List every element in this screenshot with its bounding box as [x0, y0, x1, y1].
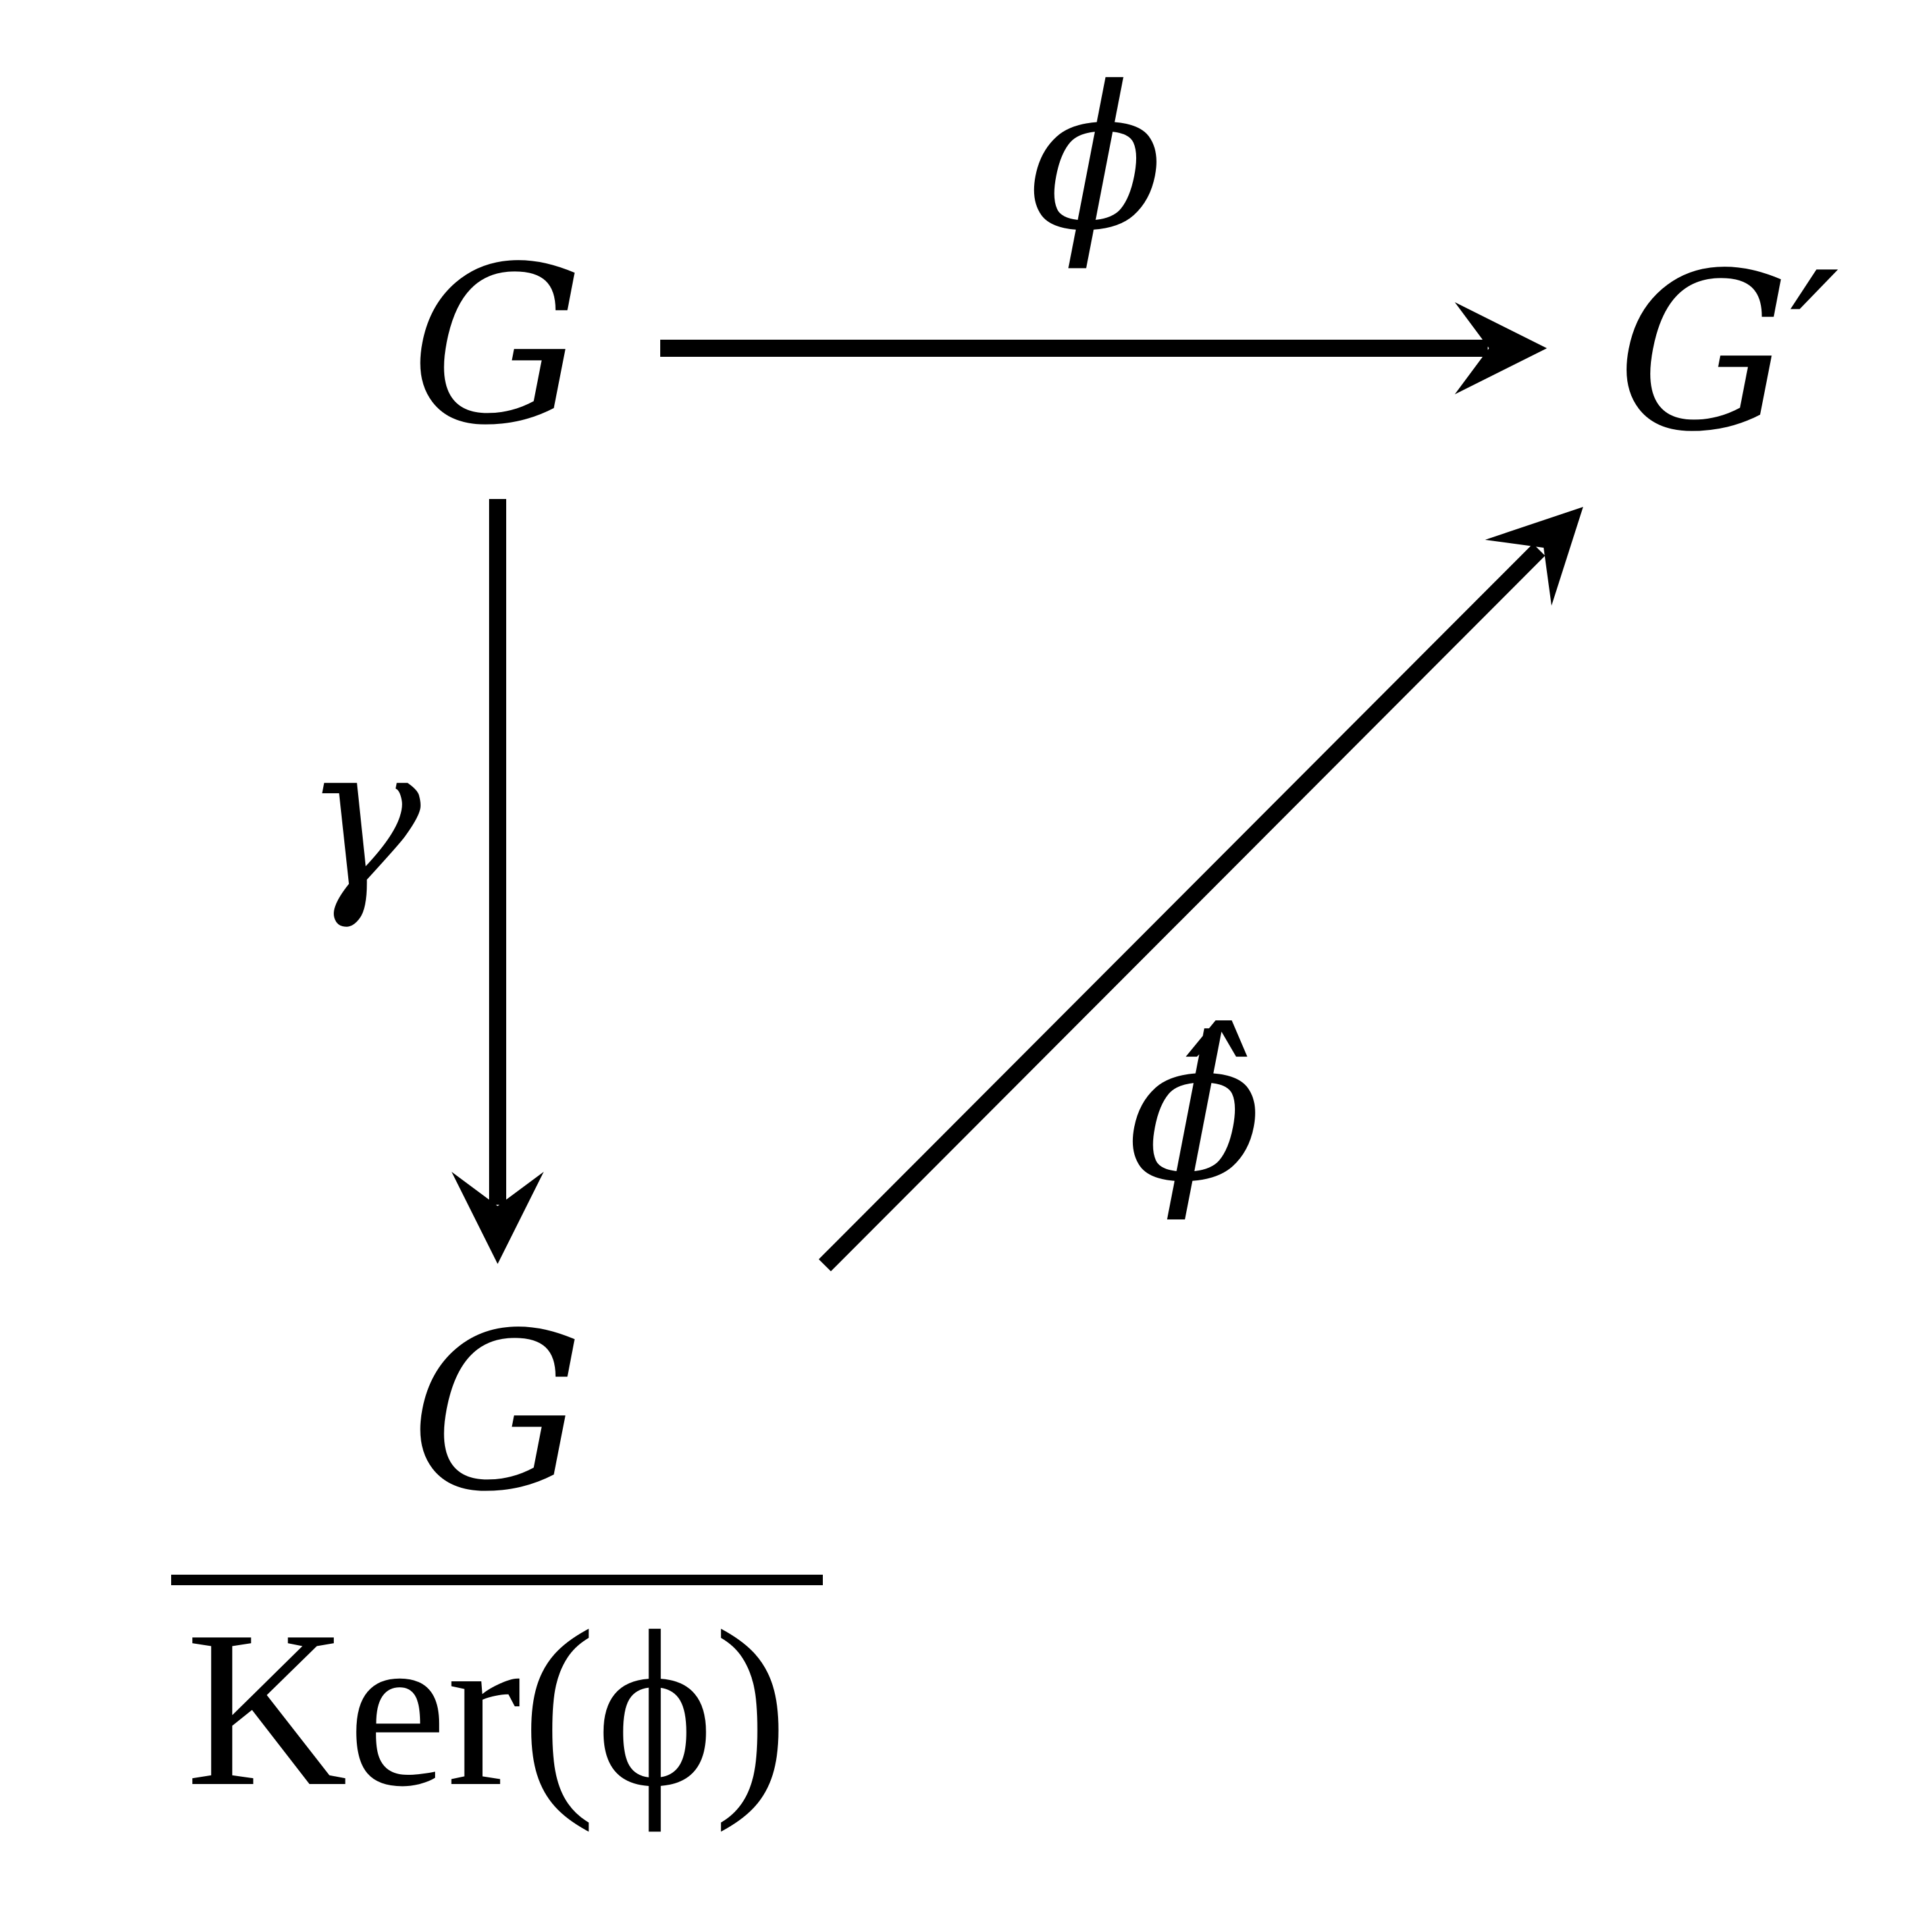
label-left-gamma: γ [303, 702, 423, 932]
node-quotient-numerator: G [410, 1286, 584, 1539]
arrow-left [452, 499, 544, 1264]
arrow-diagonal-shaft [818, 543, 1546, 1272]
arrow-top [660, 302, 1547, 394]
arrow-top-head [1455, 302, 1547, 394]
label-diagonal-phi-hat: ϕ̂ [1128, 995, 1263, 1225]
arrow-diagonal-head [1485, 507, 1583, 606]
arrow-diagonal [818, 507, 1583, 1272]
node-top-left: G [410, 220, 584, 473]
node-top-right: G′ [1617, 226, 1841, 479]
node-quotient-denominator: Ker(ϕ) [186, 1585, 788, 1833]
label-top-phi: ϕ [1029, 44, 1164, 274]
arrow-left-head [452, 1172, 544, 1264]
